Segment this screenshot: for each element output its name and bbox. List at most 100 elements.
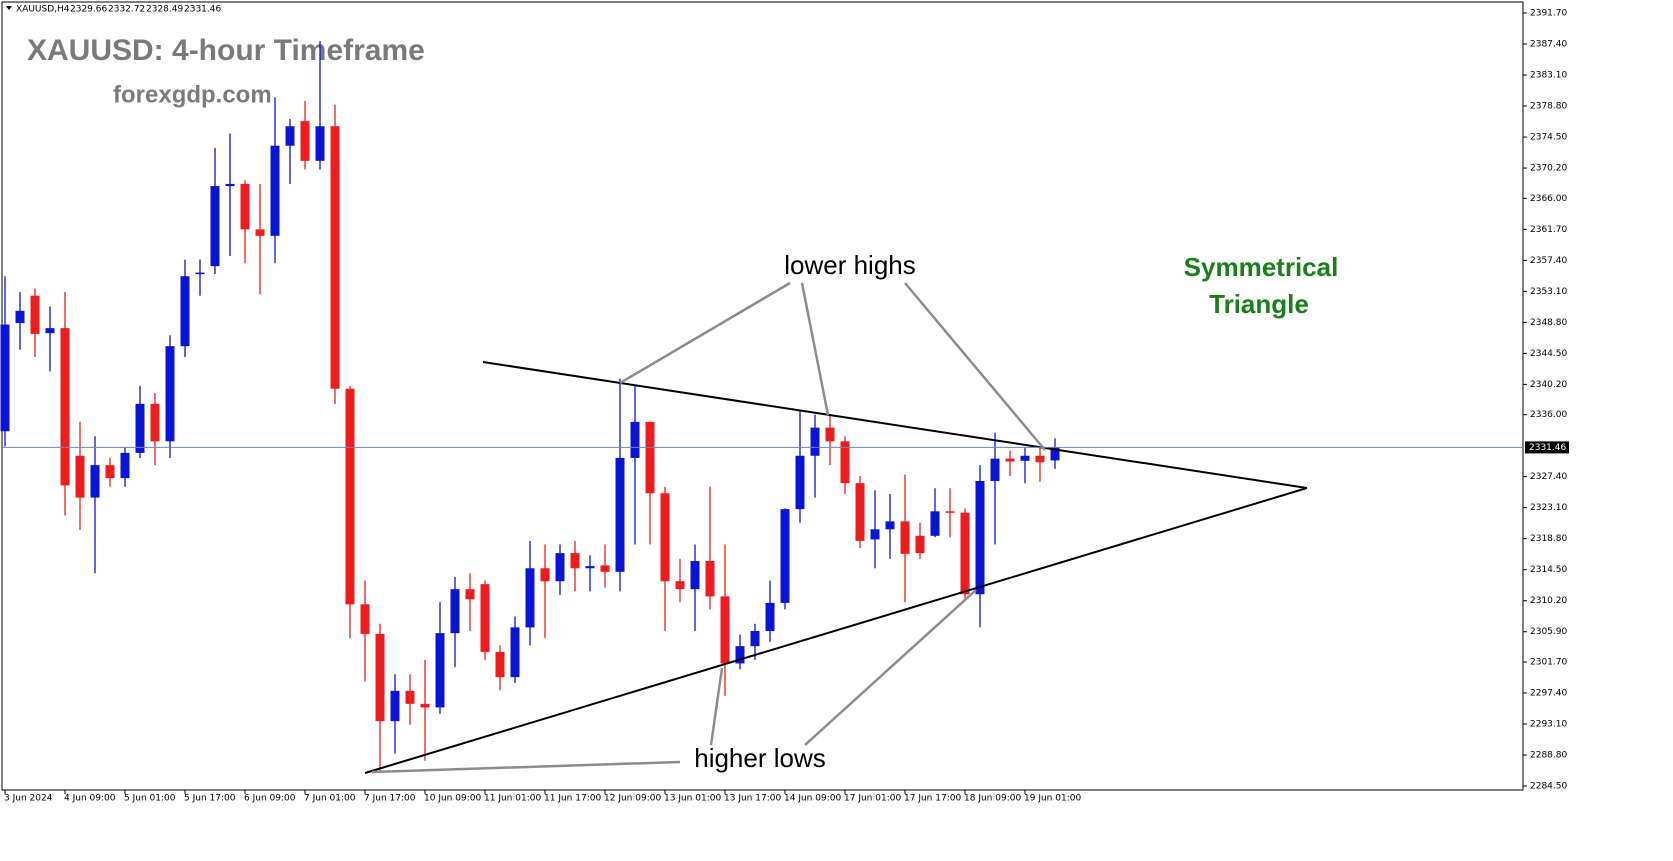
y-tick-label: 2305.90 (1530, 627, 1567, 637)
candle-body (945, 511, 955, 513)
candle-body (1020, 455, 1030, 461)
candle-body (870, 529, 880, 540)
candle-body (210, 186, 220, 267)
candle-body (375, 633, 385, 722)
candle-body (735, 646, 745, 664)
x-tick-label: 3 Jun 2024 (4, 794, 53, 804)
candle-body (45, 328, 55, 334)
candle-body (645, 421, 655, 494)
x-tick-label: 11 Jun 17:00 (544, 794, 601, 804)
x-tick-label: 11 Jun 01:00 (484, 794, 541, 804)
candle-body (690, 561, 700, 590)
candle-body (975, 481, 985, 595)
candle-body (300, 121, 310, 161)
x-tick-label: 12 Jun 09:00 (604, 794, 661, 804)
candle-body (180, 276, 190, 347)
x-tick-label: 18 Jun 09:00 (964, 794, 1021, 804)
candle-body (600, 565, 610, 572)
candle-body (1035, 455, 1045, 463)
candle-body (840, 441, 850, 484)
y-tick-label: 2340.20 (1530, 380, 1567, 390)
quote-low: 2328.49 (146, 5, 183, 15)
candle-body (480, 584, 490, 652)
candle-body (75, 455, 85, 498)
candle-body (960, 512, 970, 595)
candle-body (135, 403, 145, 453)
candle-body (0, 324, 10, 432)
y-tick-label: 2383.10 (1530, 71, 1567, 81)
y-tick-label: 2327.40 (1530, 472, 1567, 482)
candle-body (555, 553, 565, 582)
x-tick-label: 17 Jun 17:00 (904, 794, 961, 804)
candle-body (405, 690, 415, 704)
pointer (800, 282, 830, 416)
menu-icon[interactable] (6, 6, 12, 10)
pointers (371, 281, 1046, 774)
pointer (371, 760, 681, 774)
candle-body (585, 566, 595, 569)
y-tick-label: 2314.50 (1530, 565, 1567, 575)
quote-close: 2331.46 (184, 5, 221, 15)
y-tick-label: 2323.10 (1530, 503, 1567, 513)
candle-body (510, 627, 520, 678)
candle-body (675, 581, 685, 590)
candle-body (330, 126, 340, 389)
x-tick-label: 7 Jun 01:00 (304, 794, 356, 804)
candle-body (390, 690, 400, 722)
candle-body (1050, 447, 1060, 461)
candle-body (660, 493, 670, 582)
y-tick-label: 2366.00 (1530, 194, 1567, 204)
plot-frame (1, 1, 1524, 791)
candle-body (240, 183, 250, 230)
candle-body (345, 388, 355, 605)
candle-body (750, 630, 760, 647)
candle-body (900, 521, 910, 554)
candle-body (525, 568, 535, 628)
x-tick-label: 6 Jun 09:00 (244, 794, 296, 804)
candle-body (60, 328, 70, 486)
y-tick-label: 2348.80 (1530, 318, 1567, 328)
pointer (804, 589, 977, 746)
candle-body (255, 229, 265, 236)
candle-body (15, 310, 25, 324)
candle-body (570, 553, 580, 569)
candle-body (435, 633, 445, 708)
candle-body (315, 126, 325, 161)
candle-body (795, 455, 805, 510)
y-tick-label: 2387.40 (1530, 40, 1567, 50)
y-tick-label: 2391.70 (1530, 9, 1567, 19)
candle-body (615, 457, 625, 572)
y-tick-label: 2336.00 (1530, 410, 1567, 420)
x-tick-label: 5 Jun 01:00 (124, 794, 176, 804)
y-tick-label: 2293.10 (1530, 720, 1567, 730)
pointer (619, 281, 791, 385)
lower-trendline (364, 487, 1308, 774)
candle-body (990, 458, 1000, 482)
y-tick-label: 2374.50 (1530, 133, 1567, 143)
candle-body (225, 183, 235, 187)
x-tick-label: 17 Jun 01:00 (844, 794, 901, 804)
candle-body (915, 535, 925, 554)
candle-body (450, 589, 460, 634)
candle-body (270, 145, 280, 236)
pointer (709, 667, 724, 746)
y-tick-label: 2318.80 (1530, 534, 1567, 544)
y-tick-label: 2378.80 (1530, 102, 1567, 112)
quote-open: 2329.66 (70, 5, 107, 15)
candle-body (765, 602, 775, 631)
candle-body (930, 511, 940, 536)
x-tick-label: 10 Jun 09:00 (424, 794, 481, 804)
symbol: XAUUSD,H4 (16, 5, 70, 15)
price-label: 2331.46 (1529, 443, 1566, 453)
pointer (904, 282, 1046, 451)
candle-body (195, 272, 205, 275)
candle-body (825, 427, 835, 442)
y-tick-label: 2361.70 (1530, 225, 1567, 235)
x-tick-label: 5 Jun 17:00 (184, 794, 236, 804)
candle-body (30, 295, 40, 334)
y-tick-label: 2344.50 (1530, 349, 1567, 359)
candle-body (855, 483, 865, 541)
chart-title: XAUUSD: 4-hour Timeframe (27, 34, 425, 67)
candle-body (465, 589, 475, 600)
